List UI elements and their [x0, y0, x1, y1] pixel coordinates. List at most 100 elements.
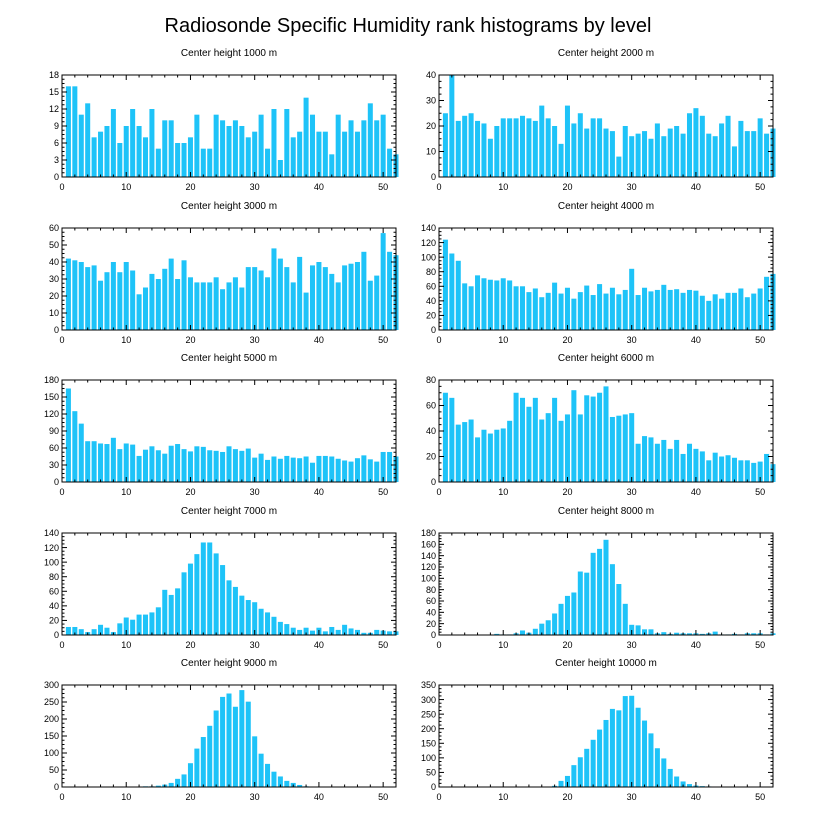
y-tick-label: 300 — [421, 695, 436, 705]
bar — [757, 461, 763, 482]
bar — [367, 103, 373, 177]
bar — [449, 397, 455, 482]
bar — [654, 289, 660, 330]
bar-series — [545, 695, 718, 787]
bar — [187, 451, 193, 482]
bar — [329, 626, 335, 635]
bar — [194, 554, 200, 635]
bar — [200, 542, 206, 635]
y-tick-label: 0 — [431, 782, 436, 792]
bar — [494, 126, 500, 177]
bar — [674, 632, 680, 635]
bar — [635, 133, 641, 177]
panels-container: Center height 1000 m 0 10 20 30 40 50 0 3 6 9 12 15 1… — [44, 48, 776, 802]
bar — [354, 262, 360, 330]
chart-panel-1: Center height 1000 m 0 10 20 30 40 50 0 3 6 9 12 15 1… — [49, 48, 399, 192]
bar — [284, 267, 290, 330]
bar — [265, 612, 271, 635]
bar — [487, 433, 493, 482]
bar — [265, 459, 271, 482]
bar — [635, 443, 641, 482]
bar — [130, 619, 136, 635]
bar — [200, 148, 206, 177]
y-tick-label: 120 — [44, 409, 59, 419]
bar — [455, 260, 461, 330]
x-tick-label: 10 — [121, 335, 131, 345]
bar — [374, 275, 380, 330]
bar — [342, 624, 348, 635]
bar — [175, 143, 181, 177]
bar — [635, 625, 641, 635]
bar — [500, 428, 506, 482]
bar — [571, 123, 577, 177]
x-tick-label: 10 — [121, 182, 131, 192]
bar — [271, 109, 277, 177]
bar — [85, 441, 91, 482]
bar — [374, 120, 380, 177]
bar — [622, 414, 628, 482]
bar — [725, 455, 731, 482]
bar — [322, 631, 328, 635]
bar — [507, 280, 513, 330]
bar — [507, 118, 513, 177]
bar — [686, 633, 693, 635]
y-tick-label: 10 — [426, 147, 436, 157]
bar — [297, 256, 303, 330]
x-tick-label: 40 — [314, 640, 324, 650]
bar — [744, 460, 750, 482]
bar — [642, 287, 648, 330]
y-tick-label: 30 — [426, 96, 436, 106]
bar — [271, 616, 277, 635]
bar — [475, 275, 481, 330]
bar — [277, 621, 283, 635]
bar — [558, 603, 564, 635]
bar — [564, 414, 570, 482]
bar — [187, 563, 193, 635]
chart-panel-3: Center height 3000 m 0 10 20 30 40 50 0 10 20 30 40… — [49, 201, 399, 345]
chart-panel-10: Center height 10000 m 0 10 20 30 40 50 0 50 100 15… — [421, 658, 774, 802]
bar — [648, 138, 654, 177]
bar — [104, 444, 110, 482]
bar — [674, 126, 680, 177]
bar — [571, 592, 577, 635]
bar — [187, 763, 193, 787]
panel-title: Center height 4000 m — [558, 201, 654, 212]
bar — [539, 105, 545, 177]
bar — [590, 118, 596, 177]
bar — [462, 422, 468, 482]
y-tick-label: 0 — [431, 325, 436, 335]
bar — [348, 461, 354, 482]
bar — [329, 273, 335, 330]
bar — [110, 437, 116, 482]
bar — [207, 148, 213, 177]
bar — [519, 630, 526, 635]
x-tick-label: 0 — [59, 182, 64, 192]
bar — [603, 539, 609, 635]
y-tick-label: 80 — [426, 585, 436, 595]
bar — [539, 297, 545, 330]
bar — [175, 279, 181, 330]
bar — [258, 753, 264, 787]
x-tick-label: 10 — [121, 640, 131, 650]
x-tick-label: 50 — [755, 335, 765, 345]
bar — [374, 461, 380, 482]
bar — [475, 120, 481, 177]
bar — [654, 748, 660, 787]
x-tick-label: 20 — [562, 792, 572, 802]
panel-title: Center height 3000 m — [181, 201, 277, 212]
bar — [342, 265, 348, 330]
y-tick-label: 80 — [426, 267, 436, 277]
x-tick-label: 20 — [185, 487, 195, 497]
bar — [442, 392, 448, 482]
y-tick-label: 20 — [426, 311, 436, 321]
bar — [226, 282, 232, 330]
bar — [387, 148, 393, 177]
bar — [712, 136, 718, 177]
bar — [552, 126, 558, 177]
bar — [577, 571, 583, 635]
bar — [220, 696, 226, 787]
bar — [354, 629, 360, 635]
x-tick-label: 30 — [250, 335, 260, 345]
bar — [155, 279, 161, 330]
